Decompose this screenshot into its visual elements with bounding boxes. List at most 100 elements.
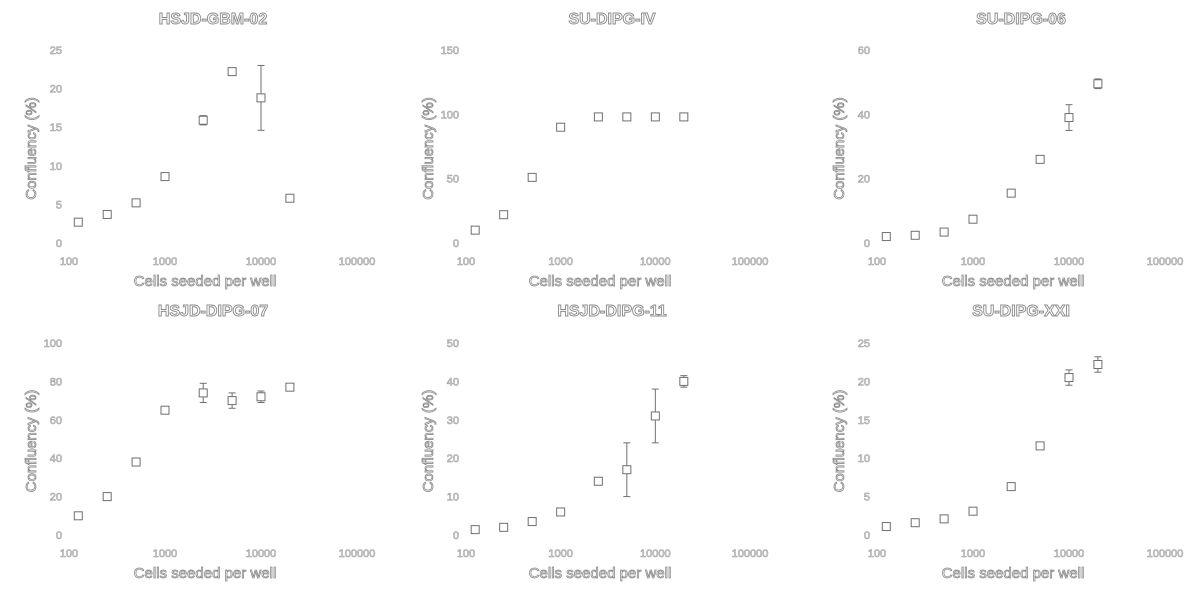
y-axis-label: Confluency (%)	[831, 97, 848, 200]
data-point	[556, 122, 566, 132]
chart-panel-5: HSJD-DIPG-11 Cells seeded per well Conflue…	[420, 303, 769, 583]
y-tick-label: 100	[44, 338, 62, 350]
data-point	[881, 522, 891, 532]
data-point	[1093, 79, 1103, 89]
data-point	[131, 457, 141, 467]
data-point	[650, 112, 660, 122]
x-tick-label: 1000	[548, 256, 572, 268]
y-axis-label: Confluency (%)	[23, 390, 40, 493]
data-point	[131, 198, 141, 208]
y-tick-label: 50	[447, 338, 459, 350]
x-tick-label: 10000	[1054, 548, 1085, 560]
x-axis-label: Cells seeded per well	[134, 565, 277, 582]
data-point	[968, 506, 978, 516]
data-point	[285, 193, 295, 203]
data-point	[622, 112, 632, 122]
y-tick-label: 25	[858, 338, 870, 350]
x-tick-label: 100	[457, 256, 475, 268]
data-point	[939, 514, 949, 524]
y-axis-label: Confluency (%)	[420, 390, 437, 493]
y-tick-label: 10	[50, 161, 62, 173]
x-tick-label: 10000	[640, 548, 671, 560]
data-point	[968, 214, 978, 224]
y-tick-label: 0	[864, 530, 870, 542]
x-tick-label: 10000	[246, 548, 277, 560]
data-point	[470, 525, 480, 535]
y-axis-label: Confluency (%)	[831, 390, 848, 493]
data-point	[679, 112, 689, 122]
data-point	[910, 518, 920, 528]
x-tick-label: 100000	[339, 256, 376, 268]
data-point	[593, 476, 603, 486]
x-tick-label: 100	[60, 548, 78, 560]
x-tick-label: 100000	[1147, 548, 1184, 560]
y-tick-label: 5	[864, 492, 870, 504]
chart-panel-3: SU-DIPG-06 Cells seeded per well Confluenc…	[831, 11, 1184, 291]
data-point	[527, 517, 537, 527]
data-point	[198, 115, 208, 125]
data-point	[556, 507, 566, 517]
y-tick-label: 25	[50, 45, 62, 57]
x-tick-label: 1000	[153, 256, 177, 268]
y-tick-label: 20	[447, 453, 459, 465]
y-tick-label: 0	[56, 238, 62, 250]
y-tick-label: 20	[858, 174, 870, 186]
y-tick-label: 60	[50, 415, 62, 427]
data-point	[1064, 113, 1074, 123]
y-tick-label: 15	[50, 122, 62, 134]
data-point	[499, 210, 509, 220]
y-tick-label: 0	[453, 238, 459, 250]
data-point	[1064, 373, 1074, 383]
data-point	[227, 67, 237, 77]
y-tick-label: 40	[858, 109, 870, 121]
y-tick-label: 50	[447, 174, 459, 186]
x-tick-label: 1000	[153, 548, 177, 560]
data-point	[1035, 441, 1045, 451]
data-point	[939, 227, 949, 237]
data-point	[73, 511, 83, 521]
data-point	[256, 392, 266, 402]
y-axis-label: Confluency (%)	[23, 97, 40, 200]
chart-panel-6: SU-DIPG-XXI Cells seeded per well Confluen…	[831, 303, 1184, 583]
chart-panel-1: HSJD-GBM-02 Cells seeded per well Confluen…	[23, 11, 376, 291]
x-tick-label: 100000	[732, 256, 769, 268]
y-tick-label: 40	[447, 376, 459, 388]
x-tick-label: 100000	[339, 548, 376, 560]
data-point	[256, 93, 266, 103]
x-tick-label: 1000	[961, 256, 985, 268]
data-point	[73, 217, 83, 227]
x-tick-label: 100	[457, 548, 475, 560]
y-tick-label: 5	[56, 199, 62, 211]
data-point	[1035, 154, 1045, 164]
data-point	[527, 172, 537, 182]
data-point	[1006, 482, 1016, 492]
y-tick-label: 0	[864, 238, 870, 250]
data-point	[470, 225, 480, 235]
data-point	[102, 492, 112, 502]
y-tick-label: 10	[858, 453, 870, 465]
y-tick-label: 20	[50, 492, 62, 504]
x-axis-label: Cells seeded per well	[942, 273, 1085, 290]
x-tick-label: 100000	[732, 548, 769, 560]
y-tick-label: 40	[50, 453, 62, 465]
data-point	[650, 411, 660, 421]
chart-title: HSJD-DIPG-07	[158, 303, 268, 320]
y-tick-label: 30	[447, 415, 459, 427]
x-axis-label: Cells seeded per well	[529, 565, 672, 582]
x-tick-label: 100	[868, 548, 886, 560]
x-axis-label: Cells seeded per well	[942, 565, 1085, 582]
data-point	[910, 230, 920, 240]
x-axis-label: Cells seeded per well	[529, 273, 672, 290]
x-axis-label: Cells seeded per well	[134, 273, 277, 290]
y-tick-label: 0	[453, 530, 459, 542]
x-tick-label: 1000	[961, 548, 985, 560]
chart-title: HSJD-GBM-02	[159, 11, 268, 28]
chart-title: HSJD-DIPG-11	[557, 303, 666, 320]
x-tick-label: 10000	[246, 256, 277, 268]
data-point	[1093, 360, 1103, 370]
chart-title: SU-DIPG-XXI	[972, 303, 1070, 320]
x-tick-label: 1000	[548, 548, 572, 560]
y-tick-label: 150	[441, 45, 459, 57]
y-tick-label: 10	[447, 492, 459, 504]
